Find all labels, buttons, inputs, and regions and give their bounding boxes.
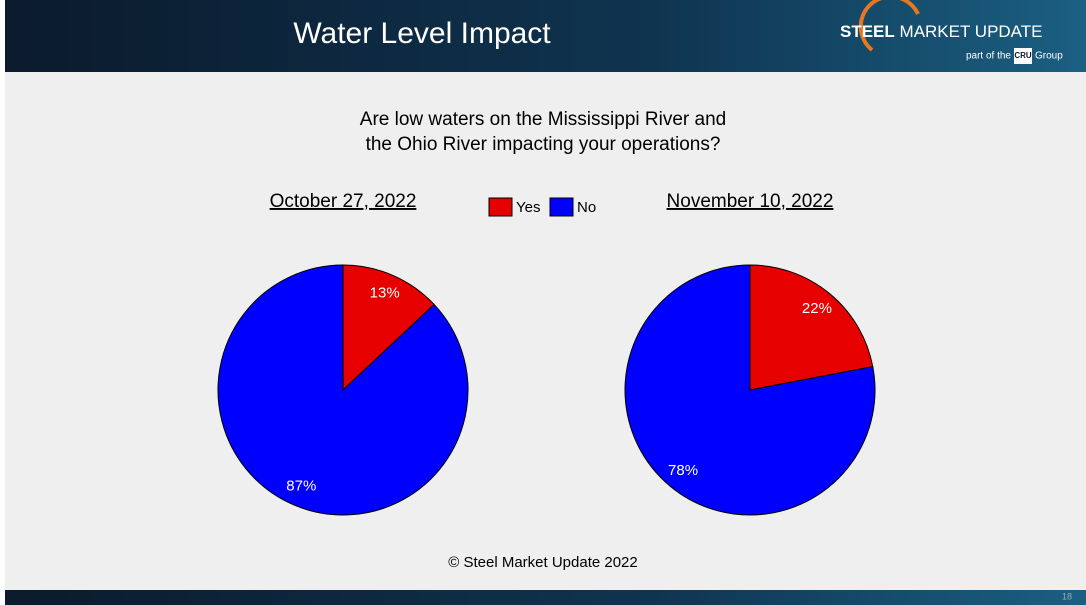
slide-body xyxy=(5,0,1086,590)
logo-brand-bold: STEEL xyxy=(840,22,895,41)
pie-slice xyxy=(217,264,469,516)
logo-tagline: part of the xyxy=(966,51,1011,62)
legend-label: Yes xyxy=(516,199,540,216)
question-line: the Ohio River impacting your operations… xyxy=(366,134,721,155)
legend-swatch xyxy=(549,197,574,217)
legend-label: No xyxy=(577,199,596,216)
page-number: 18 xyxy=(1062,591,1072,601)
footer-bar xyxy=(5,590,1086,605)
header-bar xyxy=(5,0,1086,72)
pie-slice xyxy=(749,264,874,391)
copyright: © Steel Market Update 2022 xyxy=(448,554,638,571)
question-line: Are low waters on the Mississippi River … xyxy=(360,109,726,130)
pie-slice xyxy=(342,264,435,392)
logo-brand-rest: MARKET UPDATE xyxy=(900,22,1043,41)
slice-label: 22% xyxy=(802,300,832,317)
cru-logo: CRU xyxy=(1014,51,1032,60)
cru-box xyxy=(1014,48,1032,64)
chart-title: October 27, 2022 xyxy=(270,191,417,212)
pie-slice xyxy=(624,264,876,516)
slice-label: 87% xyxy=(286,477,316,494)
logo-brand: STEEL MARKET UPDATE xyxy=(840,22,1042,41)
chart-title: November 10, 2022 xyxy=(667,191,834,212)
logo-swoosh xyxy=(858,0,920,52)
slide-title: Water Level Impact xyxy=(293,17,551,50)
legend-swatch xyxy=(488,197,513,217)
slice-label: 13% xyxy=(370,285,400,302)
slice-label: 78% xyxy=(668,462,698,479)
logo-tagline-end: Group xyxy=(1035,51,1063,62)
